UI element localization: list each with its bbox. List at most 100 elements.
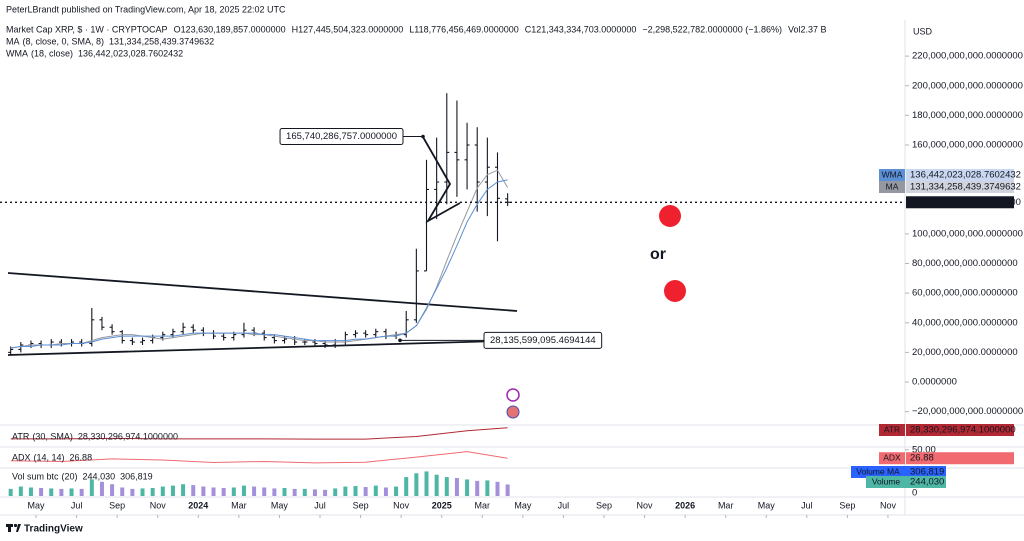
- ohlc-bar: [129, 337, 135, 345]
- ohlc-legend: H127,445,504,323.0000000: [292, 24, 404, 34]
- indicator-value: 28,330,296,974.1000000: [78, 431, 178, 441]
- price-tag: [879, 424, 905, 436]
- volume-bar: [485, 480, 490, 496]
- x-tick-label: Nov: [637, 500, 654, 510]
- x-tick-label: Mar: [231, 500, 247, 510]
- indicator-value: 131,334,258,439.3749632: [109, 36, 214, 46]
- volume-bar: [18, 486, 23, 496]
- price-label: 306,819: [910, 467, 944, 478]
- ohlc-bar: [484, 137, 490, 217]
- volume-bar: [272, 488, 277, 496]
- x-tick-label: 2024: [188, 500, 208, 510]
- price-label-box: [906, 466, 946, 478]
- volume-bar: [130, 488, 135, 496]
- volume-bar: [201, 486, 206, 496]
- price-tag: [866, 476, 906, 488]
- indicator-line: [10, 179, 508, 349]
- ohlc-legend: −2,298,522,782.0000000 (−1.86%): [642, 24, 782, 34]
- price-label-box: [906, 169, 1014, 181]
- ohlc-bar: [8, 346, 14, 356]
- price-tag-text: WMA: [882, 169, 903, 179]
- ohlc-bar: [413, 248, 419, 323]
- price-tag-text: Volume MA: [856, 466, 900, 476]
- volume-bar: [323, 489, 328, 496]
- indicator-value: 136,442,023,028.7602432: [78, 48, 183, 58]
- ohlc-bar: [464, 122, 470, 190]
- indicator-value: 306,819: [120, 471, 153, 481]
- y-tick-label: 180,000,000,000.0000000: [912, 110, 1023, 121]
- x-tick-label: Jul: [801, 500, 813, 510]
- ohlc-bar: [119, 330, 125, 344]
- volume-bar: [99, 481, 104, 496]
- indicator-line: [10, 451, 508, 464]
- volume-bar: [231, 487, 236, 496]
- indicator-line: [10, 427, 508, 440]
- volume-bar: [363, 487, 368, 496]
- volume-bar: [191, 485, 196, 496]
- volume-bar: [495, 481, 500, 496]
- price-tag: [879, 181, 905, 193]
- ohlc-bar: [190, 324, 196, 334]
- y-tick-label: 50.00: [912, 444, 936, 455]
- price-label: 28,330,296,974.1000000: [910, 425, 1016, 436]
- x-tick-label: May: [28, 500, 46, 510]
- volume-bar: [28, 487, 33, 496]
- y-tick-label: 80,000,000,000.0000000: [912, 258, 1018, 269]
- volume-bar: [150, 487, 155, 496]
- annotation-point: [398, 338, 402, 343]
- x-tick-label: May: [758, 500, 776, 510]
- price-tag: [879, 452, 905, 465]
- ohlc-bar: [99, 316, 105, 331]
- y-tick-label: 0: [912, 488, 917, 499]
- y-tick-label: 20,000,000,000.0000000: [912, 347, 1018, 358]
- ohlc-bar: [474, 127, 480, 212]
- volume-bar: [505, 484, 510, 496]
- volume-bar: [444, 477, 449, 496]
- x-tick-label: Jul: [71, 500, 83, 510]
- x-tick-label: Sep: [109, 500, 125, 510]
- indicator-name: ADX: [12, 452, 31, 462]
- y-tick-label: 220,000,000,000.0000000: [912, 51, 1023, 62]
- ohlc-bar: [302, 339, 308, 345]
- annotation: 28,135,599,095.4694144: [398, 331, 603, 349]
- indicator-params: (14, 14): [34, 452, 65, 462]
- x-tick-label: 2026: [675, 500, 695, 510]
- ohlc-bar: [505, 193, 511, 207]
- y-tick-label: 160,000,000,000.0000000: [912, 140, 1023, 151]
- ohlc-bar: [18, 342, 24, 353]
- indicator-params: (18, close): [31, 48, 73, 58]
- volume-bar: [69, 488, 74, 496]
- publisher: PeterLBrandt published on TradingView.co…: [6, 4, 286, 14]
- volume-bar: [282, 487, 287, 496]
- price-tag-text: MA: [886, 181, 899, 191]
- y-tick-label: 40,000,000,000.0000000: [912, 317, 1018, 328]
- note: or: [650, 246, 666, 263]
- chart-title: Market Cap XRP, $ · 1W · CRYPTOCAP: [6, 24, 168, 34]
- volume-bar: [160, 486, 165, 496]
- x-tick-label: May: [514, 500, 532, 510]
- y-tick-label: 0.0000000: [912, 377, 957, 388]
- volume-bar: [394, 486, 399, 496]
- volume-bar: [39, 487, 44, 496]
- price-label: 131,334,258,439.3749632: [910, 182, 1021, 193]
- indicator-params: (30, SMA): [32, 431, 73, 441]
- volume-bar: [475, 480, 480, 496]
- x-tick-label: Jul: [558, 500, 570, 510]
- y-tick-label: 60,000,000,000.0000000: [912, 288, 1018, 299]
- ohlc-legend: C121,343,334,703.0000000: [525, 24, 637, 34]
- x-tick-label: Jul: [314, 500, 326, 510]
- ohlc-bar: [494, 152, 500, 242]
- volume-bar: [373, 485, 378, 496]
- x-tick-label: Sep: [839, 500, 855, 510]
- x-tick-label: Mar: [475, 500, 491, 510]
- volume-bar: [170, 485, 175, 496]
- trend-line: [7, 340, 501, 356]
- ohlc-bar: [353, 330, 359, 338]
- event-icon: [506, 388, 520, 402]
- red-dot: [664, 280, 686, 302]
- ohlc-legend: Vol2.37 B: [788, 24, 827, 34]
- indicator-line: [10, 169, 509, 349]
- ohlc-bar: [363, 330, 369, 338]
